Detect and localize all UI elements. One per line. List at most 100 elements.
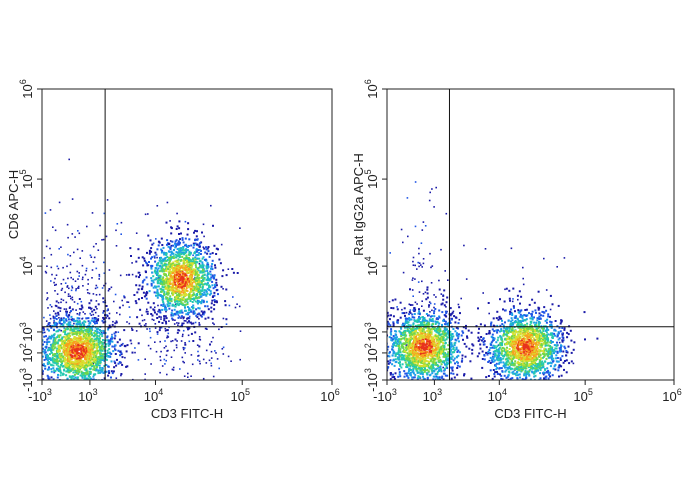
- event-dot: [166, 259, 169, 262]
- event-dot: [63, 308, 66, 310]
- event-dot: [185, 261, 188, 264]
- event-dot: [52, 367, 55, 370]
- event-dot: [421, 266, 423, 268]
- event-dot: [79, 327, 82, 330]
- event-dot: [166, 283, 169, 286]
- event-dot: [51, 335, 54, 338]
- event-dot: [105, 364, 108, 366]
- event-dot: [47, 368, 50, 371]
- event-dot: [63, 336, 66, 339]
- event-dot: [439, 378, 441, 380]
- event-dot: [166, 280, 169, 283]
- event-dot: [75, 365, 78, 368]
- event-dot: [402, 334, 404, 337]
- event-dot: [457, 382, 459, 384]
- event-dot: [107, 309, 109, 311]
- event-dot: [63, 347, 66, 350]
- event-dot: [418, 390, 420, 392]
- event-dot: [59, 344, 62, 347]
- event-dot: [102, 297, 105, 300]
- event-dot: [172, 271, 175, 274]
- event-dot: [410, 335, 413, 338]
- event-dot: [101, 367, 104, 369]
- event-dot: [38, 368, 40, 370]
- event-dot: [162, 300, 165, 303]
- event-dot: [206, 292, 209, 295]
- event-dot: [57, 348, 60, 350]
- event-dot: [159, 277, 162, 280]
- event-dot: [174, 283, 177, 286]
- event-dot: [190, 323, 193, 325]
- event-dot: [414, 324, 417, 327]
- event-dot: [66, 326, 69, 329]
- event-dot: [95, 284, 98, 287]
- event-dot: [434, 361, 437, 364]
- event-dot: [434, 320, 437, 323]
- event-dot: [67, 318, 70, 321]
- event-dot: [144, 358, 146, 360]
- event-dot: [215, 289, 218, 292]
- event-dot: [412, 369, 415, 371]
- event-dot: [167, 302, 170, 305]
- event-dot: [43, 335, 46, 338]
- event-dot: [164, 305, 167, 308]
- event-dot: [167, 281, 170, 284]
- event-dot: [421, 368, 424, 371]
- event-dot: [65, 355, 68, 358]
- event-dot: [77, 285, 80, 288]
- event-dot: [48, 329, 50, 332]
- event-dot: [188, 271, 191, 274]
- event-dot: [77, 320, 80, 323]
- event-dot: [178, 249, 181, 252]
- event-dot: [173, 267, 176, 270]
- event-dot: [426, 376, 429, 379]
- event-dot: [102, 371, 105, 374]
- event-dot: [387, 348, 389, 351]
- event-dot: [438, 315, 441, 318]
- event-dot: [183, 320, 186, 322]
- event-dot: [99, 346, 102, 348]
- event-dot: [447, 344, 450, 347]
- event-dot: [434, 308, 437, 310]
- event-dot: [428, 199, 431, 202]
- event-dot: [413, 333, 416, 335]
- event-dot: [53, 321, 56, 324]
- event-dot: [478, 327, 480, 330]
- event-dot: [63, 368, 66, 371]
- event-dot: [175, 294, 178, 297]
- event-dot: [79, 366, 82, 369]
- event-dot: [79, 347, 82, 350]
- event-dot: [65, 374, 68, 377]
- event-dot: [165, 359, 167, 362]
- event-dot: [85, 269, 88, 272]
- event-dot: [396, 342, 399, 345]
- event-dot: [406, 390, 408, 392]
- event-dot: [89, 341, 92, 344]
- event-dot: [517, 298, 519, 301]
- event-dot: [60, 246, 62, 248]
- event-dot: [173, 249, 175, 252]
- event-dot: [163, 304, 166, 307]
- event-dot: [69, 329, 72, 332]
- event-dot: [55, 349, 58, 352]
- event-dot: [422, 309, 425, 312]
- event-dot: [68, 335, 71, 338]
- event-dot: [457, 303, 460, 306]
- event-dot: [209, 343, 211, 346]
- event-dot: [426, 320, 429, 323]
- event-dot: [49, 357, 52, 360]
- event-dot: [445, 212, 448, 215]
- event-dot: [84, 374, 87, 377]
- event-dot: [106, 309, 108, 312]
- event-dot: [409, 374, 412, 376]
- event-dot: [188, 257, 190, 259]
- event-dot: [176, 322, 178, 324]
- event-dot: [98, 364, 101, 367]
- event-dot: [170, 244, 173, 247]
- event-dot: [64, 381, 66, 383]
- event-dot: [423, 320, 426, 322]
- event-dot: [135, 232, 138, 234]
- event-dot: [92, 245, 95, 248]
- event-dot: [395, 336, 398, 339]
- event-dot: [62, 395, 64, 397]
